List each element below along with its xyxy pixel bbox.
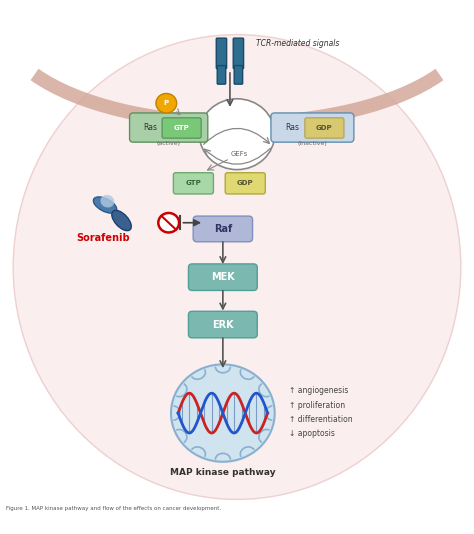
FancyBboxPatch shape: [217, 66, 226, 84]
FancyBboxPatch shape: [189, 311, 257, 338]
Text: (active): (active): [157, 142, 181, 146]
Text: MEK: MEK: [211, 272, 235, 282]
FancyBboxPatch shape: [129, 113, 208, 142]
Text: Ras: Ras: [143, 123, 157, 132]
Text: GTP: GTP: [173, 125, 189, 131]
Circle shape: [156, 93, 177, 113]
Text: GDP: GDP: [316, 125, 332, 131]
FancyBboxPatch shape: [193, 216, 253, 242]
Text: Sorafenib: Sorafenib: [76, 233, 129, 243]
Ellipse shape: [93, 197, 117, 213]
Circle shape: [199, 99, 275, 170]
FancyBboxPatch shape: [189, 264, 257, 290]
Text: TCR-mediated signals: TCR-mediated signals: [256, 39, 339, 48]
Text: MAP kinase pathway: MAP kinase pathway: [170, 468, 276, 477]
Text: GDP: GDP: [237, 180, 253, 186]
Text: ↓ apoptosis: ↓ apoptosis: [289, 429, 335, 438]
FancyBboxPatch shape: [271, 113, 354, 142]
Text: Raf: Raf: [214, 224, 232, 234]
Text: ↑ proliferation: ↑ proliferation: [289, 400, 345, 410]
Circle shape: [171, 364, 275, 462]
Text: Ras: Ras: [286, 123, 300, 132]
Text: (inactive): (inactive): [298, 142, 327, 146]
FancyBboxPatch shape: [225, 172, 265, 194]
FancyBboxPatch shape: [162, 118, 201, 138]
Text: GTP: GTP: [185, 180, 201, 186]
FancyBboxPatch shape: [233, 38, 244, 69]
Ellipse shape: [112, 210, 131, 231]
Text: Figure 1. MAP kinase pathway and flow of the effects on cancer development.: Figure 1. MAP kinase pathway and flow of…: [6, 506, 221, 511]
Circle shape: [158, 213, 179, 232]
Text: ↑ differentiation: ↑ differentiation: [289, 415, 353, 424]
FancyBboxPatch shape: [216, 38, 227, 69]
Text: ERK: ERK: [212, 319, 234, 329]
Text: ↑ angiogenesis: ↑ angiogenesis: [289, 387, 348, 396]
FancyBboxPatch shape: [305, 118, 344, 138]
Ellipse shape: [100, 195, 114, 208]
Ellipse shape: [13, 35, 461, 499]
FancyBboxPatch shape: [173, 172, 213, 194]
Text: GEFs: GEFs: [231, 151, 248, 157]
FancyBboxPatch shape: [234, 66, 243, 84]
Text: P: P: [164, 100, 169, 106]
